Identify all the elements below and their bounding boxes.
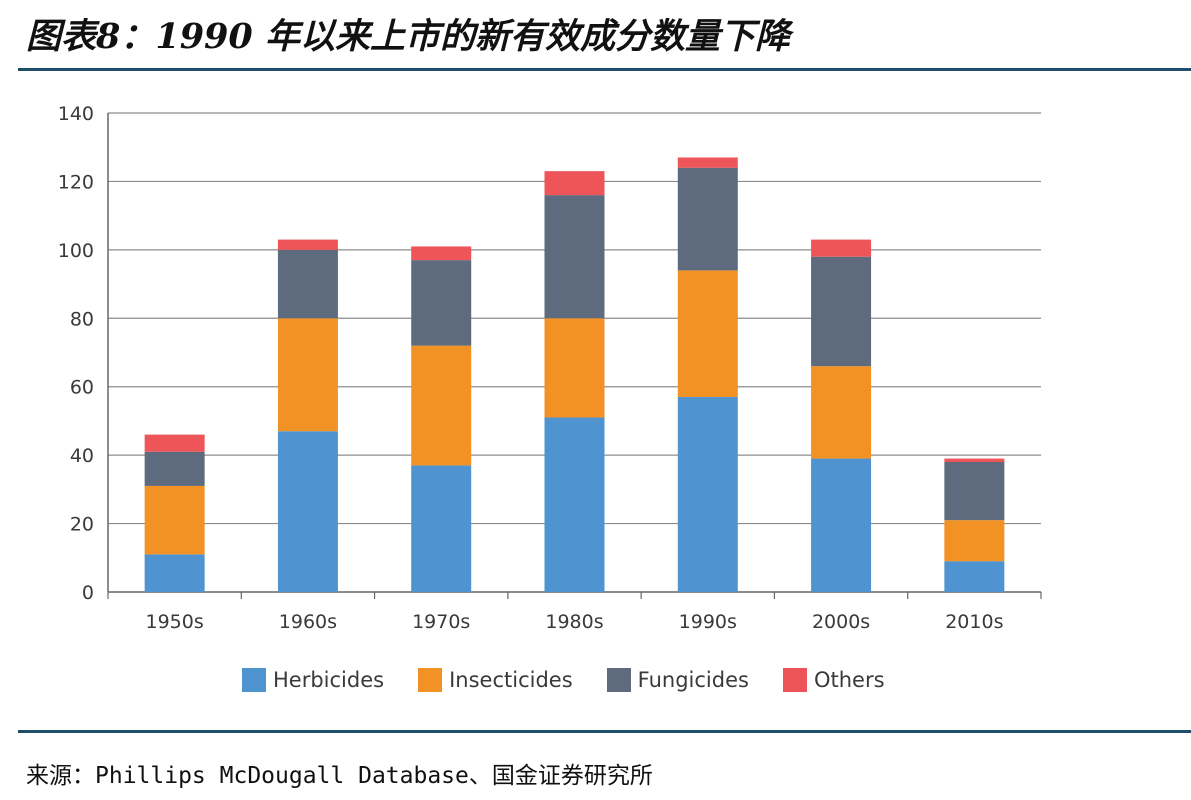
bar-herbicides-1980s <box>544 417 605 592</box>
legend-swatch <box>418 668 443 692</box>
x-tick-label: 1960s <box>279 611 337 633</box>
legend-item-herbicides: Herbicides <box>242 668 384 692</box>
bar-insecticides-2000s <box>811 366 872 459</box>
bar-others-2000s <box>811 239 872 257</box>
bar-fungicides-2010s <box>944 461 1005 521</box>
y-tick-label: 20 <box>70 514 94 536</box>
x-tick-label: 1950s <box>146 611 204 633</box>
legend-item-insecticides: Insecticides <box>418 668 573 692</box>
legend-item-fungicides: Fungicides <box>606 668 749 692</box>
y-tick-label: 80 <box>70 308 94 330</box>
bar-fungicides-1950s <box>144 451 205 486</box>
source-note: 来源：Phillips McDougall Database、国金证券研究所 <box>26 763 653 789</box>
bar-insecticides-1990s <box>677 270 738 397</box>
bar-insecticides-1950s <box>144 485 205 555</box>
legend-label: Herbicides <box>273 668 385 692</box>
legend-swatch <box>782 668 807 692</box>
legend-label: Others <box>813 668 885 692</box>
bar-fungicides-2000s <box>811 256 872 367</box>
y-tick-label: 140 <box>58 103 94 125</box>
y-tick-label: 0 <box>82 582 94 604</box>
x-tick-label: 2000s <box>812 611 870 633</box>
bar-insecticides-2010s <box>944 520 1005 562</box>
bar-others-1980s <box>544 171 605 196</box>
y-tick-label: 100 <box>58 240 94 262</box>
bar-fungicides-1970s <box>411 260 472 346</box>
legend-swatch <box>606 668 631 692</box>
legend-label: Fungicides <box>637 668 749 692</box>
bar-insecticides-1980s <box>544 318 605 418</box>
legend-swatch <box>242 668 266 692</box>
stacked-bar-chart: 0 20 40 60 80 100 120 140 1950s 1960s 1970s 1980s 19… <box>58 103 1042 633</box>
bar-others-1990s <box>677 157 738 168</box>
bar-herbicides-1950s <box>144 554 205 592</box>
bar-herbicides-2000s <box>811 458 872 592</box>
axes: 0 20 40 60 80 100 120 140 1950s 1960s 1970s 1980s 19… <box>58 103 1042 633</box>
x-tick-label: 1970s <box>412 611 470 633</box>
bar-herbicides-1960s <box>277 431 338 592</box>
page-title: 图表8：1990 年以来上市的新有效成分数量下降 <box>26 16 790 57</box>
bars <box>144 157 1005 592</box>
bar-herbicides-2010s <box>944 561 1005 592</box>
bar-others-2010s <box>944 458 1005 462</box>
legend-item-others: Others <box>782 668 885 692</box>
bar-fungicides-1960s <box>277 249 338 319</box>
x-tick-label: 1980s <box>545 611 603 633</box>
title-divider <box>18 68 1191 71</box>
bar-others-1950s <box>144 434 205 452</box>
y-tick-label: 40 <box>70 445 94 467</box>
bar-fungicides-1990s <box>677 167 738 271</box>
x-tick-label: 1990s <box>679 611 737 633</box>
footer-divider <box>18 730 1191 733</box>
bar-others-1960s <box>277 239 338 250</box>
bar-fungicides-1980s <box>544 195 605 319</box>
bar-others-1970s <box>411 246 472 261</box>
legend-label: Insecticides <box>449 668 573 692</box>
y-tick-label: 60 <box>70 377 94 399</box>
y-tick-label: 120 <box>58 171 94 193</box>
bar-insecticides-1970s <box>411 345 472 466</box>
x-tick-label: 2010s <box>945 611 1003 633</box>
bar-herbicides-1970s <box>411 465 472 592</box>
chart-legend: Herbicides Insecticides Fungicides Others <box>242 668 919 692</box>
bar-insecticides-1960s <box>277 318 338 432</box>
bar-herbicides-1990s <box>677 396 738 592</box>
